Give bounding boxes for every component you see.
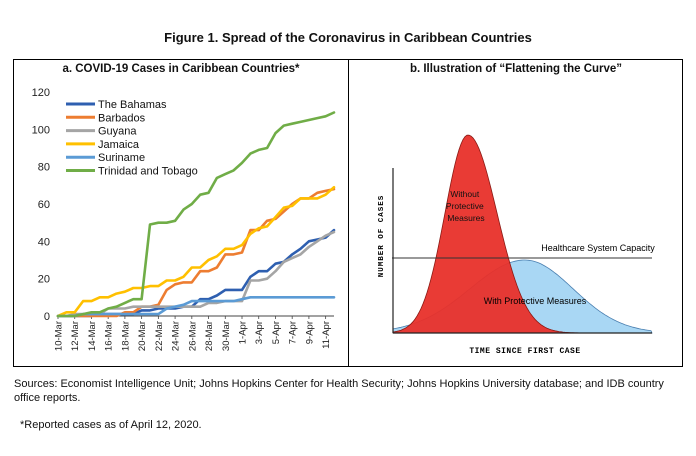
y-tick-label: 40 (38, 236, 50, 248)
y-tick-label: 20 (38, 274, 50, 286)
b-y-axis-label: NUMBER OF CASES (378, 195, 386, 278)
chart-b-title: b. Illustration of “Flattening the Curve… (409, 63, 623, 75)
x-tick-label: 24-Mar (171, 321, 182, 351)
without-measures-label: Without Protective Measures (446, 189, 486, 223)
panel-divider (348, 59, 349, 367)
with-measures-label: With Protective Measures (484, 296, 587, 306)
x-tick-label: 1-Apr (238, 321, 249, 344)
x-tick-label: 5-Apr (271, 321, 282, 344)
legend-label: Barbados (98, 112, 146, 124)
chart-a-line-plot: 0 20 40 60 80 100 120 10-Mar 12-Mar 14-Mar 16-Mar 1… (32, 87, 336, 351)
chart-a-title: a. COVID-19 Cases in Caribbean Countries… (62, 63, 300, 75)
x-tick-label: 26-Mar (187, 321, 198, 351)
x-tick-label: 7-Apr (288, 321, 299, 344)
x-tick-label: 30-Mar (221, 321, 232, 351)
figure-title: Figure 1. Spread of the Coronavirus in C… (164, 30, 532, 45)
x-tick-label: 20-Mar (137, 321, 148, 351)
legend-label: Suriname (98, 152, 145, 164)
b-x-axis-label: TIME SINCE FIRST CASE (469, 347, 580, 356)
series-line (56, 185, 336, 318)
chart-b-flatten-curve-illustration: Healthcare System Capacity Without Prote… (378, 134, 655, 356)
capacity-label: Healthcare System Capacity (541, 243, 655, 253)
x-tick-label: 16-Mar (104, 321, 115, 351)
y-tick-label: 120 (32, 87, 50, 99)
series-line (56, 296, 336, 318)
y-tick-label: 100 (32, 124, 50, 136)
sources-note: Sources: Economist Intelligence Unit; Jo… (14, 378, 664, 404)
y-tick-label: 60 (38, 199, 50, 211)
x-tick-label: 18-Mar (120, 321, 131, 351)
x-tick-label: 10-Mar (54, 321, 65, 351)
legend-label: Guyana (98, 126, 137, 138)
x-tick-label: 9-Apr (304, 321, 315, 344)
footnote: *Reported cases as of April 12, 2020. (20, 419, 202, 431)
x-tick-label: 14-Mar (87, 321, 98, 351)
x-tick-label: 28-Mar (204, 321, 215, 351)
y-tick-label: 80 (38, 162, 50, 174)
legend-label: The Bahamas (98, 99, 167, 111)
series-line (56, 111, 336, 318)
y-tick-label: 0 (44, 311, 50, 323)
x-tick-label: 3-Apr (254, 321, 265, 344)
legend-label: Jamaica (98, 139, 140, 151)
legend-label: Trinidad and Tobago (98, 166, 198, 178)
x-tick-label: 12-Mar (70, 321, 81, 351)
x-tick-label: 11-Apr (321, 321, 332, 349)
series-line (56, 228, 336, 318)
x-tick-label: 22-Mar (154, 321, 165, 351)
